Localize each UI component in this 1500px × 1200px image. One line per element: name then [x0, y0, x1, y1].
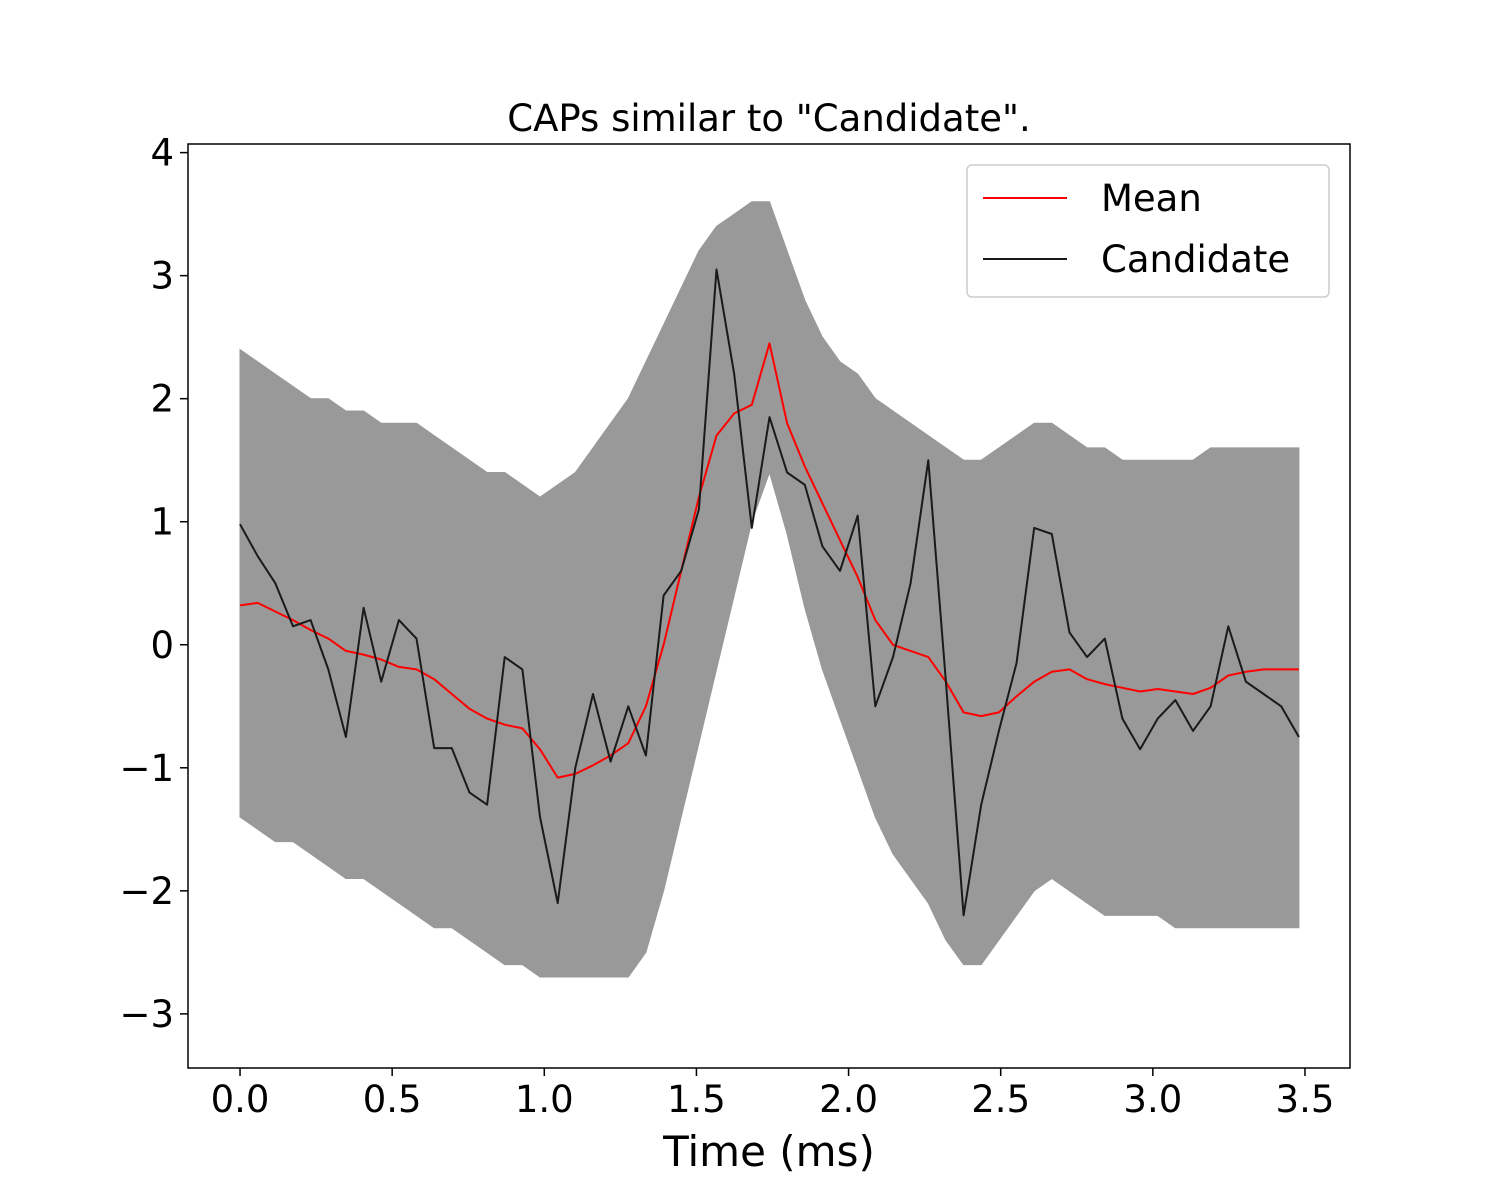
series-line: [239, 268, 1300, 917]
x-axis-label: Time (ms): [662, 1127, 875, 1176]
y-tick-label: 2: [150, 378, 174, 421]
x-tick-label: 3.0: [1123, 1078, 1182, 1121]
y-tick-label: −1: [119, 747, 174, 790]
x-tick-label: 2.0: [819, 1078, 878, 1121]
y-tick-label: 4: [150, 132, 174, 175]
y-tick-label: −2: [119, 870, 174, 913]
x-tick-label: 1.0: [515, 1078, 574, 1121]
chart-title: CAPs similar to "Candidate".: [507, 97, 1031, 140]
x-tick-label: 0.0: [211, 1078, 270, 1121]
y-tick-label: 3: [150, 255, 174, 298]
plot-frame: [187, 143, 1351, 1069]
y-tick-label: −3: [119, 993, 174, 1036]
x-tick-label: 1.5: [667, 1078, 726, 1121]
plot-area: [239, 201, 1300, 978]
series-line: [239, 342, 1299, 779]
legend-label: Mean: [1101, 177, 1202, 220]
y-tick-label: 0: [150, 624, 174, 667]
x-tick-label: 0.5: [363, 1078, 422, 1121]
trace-band: [239, 201, 1300, 978]
x-tick-label: 3.5: [1276, 1078, 1335, 1121]
y-tick-label: 1: [150, 501, 174, 544]
x-tick-label: 2.5: [971, 1078, 1030, 1121]
legend-label: Candidate: [1101, 238, 1290, 281]
